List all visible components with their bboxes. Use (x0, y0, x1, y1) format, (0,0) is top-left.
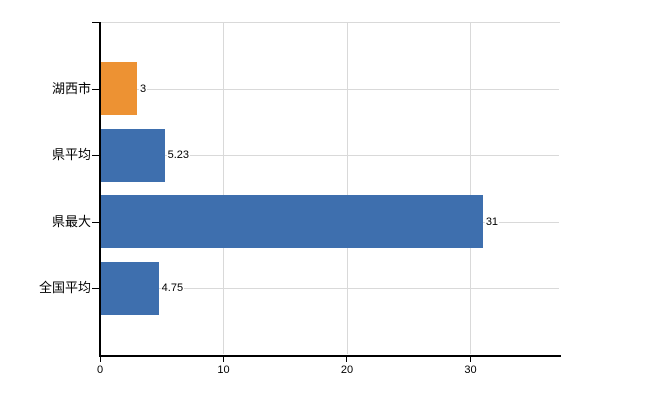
category-label: 全国平均 (38, 280, 91, 296)
bar-全国平均 (100, 261, 159, 315)
y-axis-tick (92, 288, 100, 290)
x-tick-label: 10 (217, 364, 230, 376)
category-label: 県最大 (51, 213, 91, 229)
row-gridline (100, 288, 559, 290)
bar-湖西市 (100, 62, 138, 116)
x-axis-tick (346, 356, 348, 362)
x-tick-label: 30 (464, 364, 477, 376)
x-axis-tick (222, 356, 224, 362)
bar-県平均 (100, 128, 165, 182)
x-axis-tick (469, 356, 471, 362)
bar-value-label: 31 (484, 214, 500, 229)
category-label: 県平均 (51, 147, 91, 163)
x-axis-tick (99, 356, 101, 362)
x-axis-line (99, 355, 561, 357)
x-tick-label: 20 (340, 364, 354, 376)
bar-value-label: 3 (139, 81, 148, 96)
x-tick-label: 0 (96, 364, 104, 376)
x-gridline (223, 22, 225, 354)
category-label: 湖西市 (51, 80, 91, 96)
y-axis-tick (92, 88, 100, 90)
row-gridline (100, 88, 559, 90)
plot-top-border (100, 22, 560, 23)
x-gridline (346, 22, 348, 354)
x-gridline (470, 22, 472, 354)
bar-value-label: 5.23 (166, 148, 190, 163)
y-axis-tick (92, 155, 100, 157)
y-axis-edge-tick (92, 22, 100, 23)
y-axis-line (99, 22, 101, 357)
bar-県最大 (100, 195, 483, 249)
y-axis-tick (92, 221, 100, 223)
row-gridline (100, 155, 559, 157)
bar-value-label: 4.75 (160, 281, 185, 296)
